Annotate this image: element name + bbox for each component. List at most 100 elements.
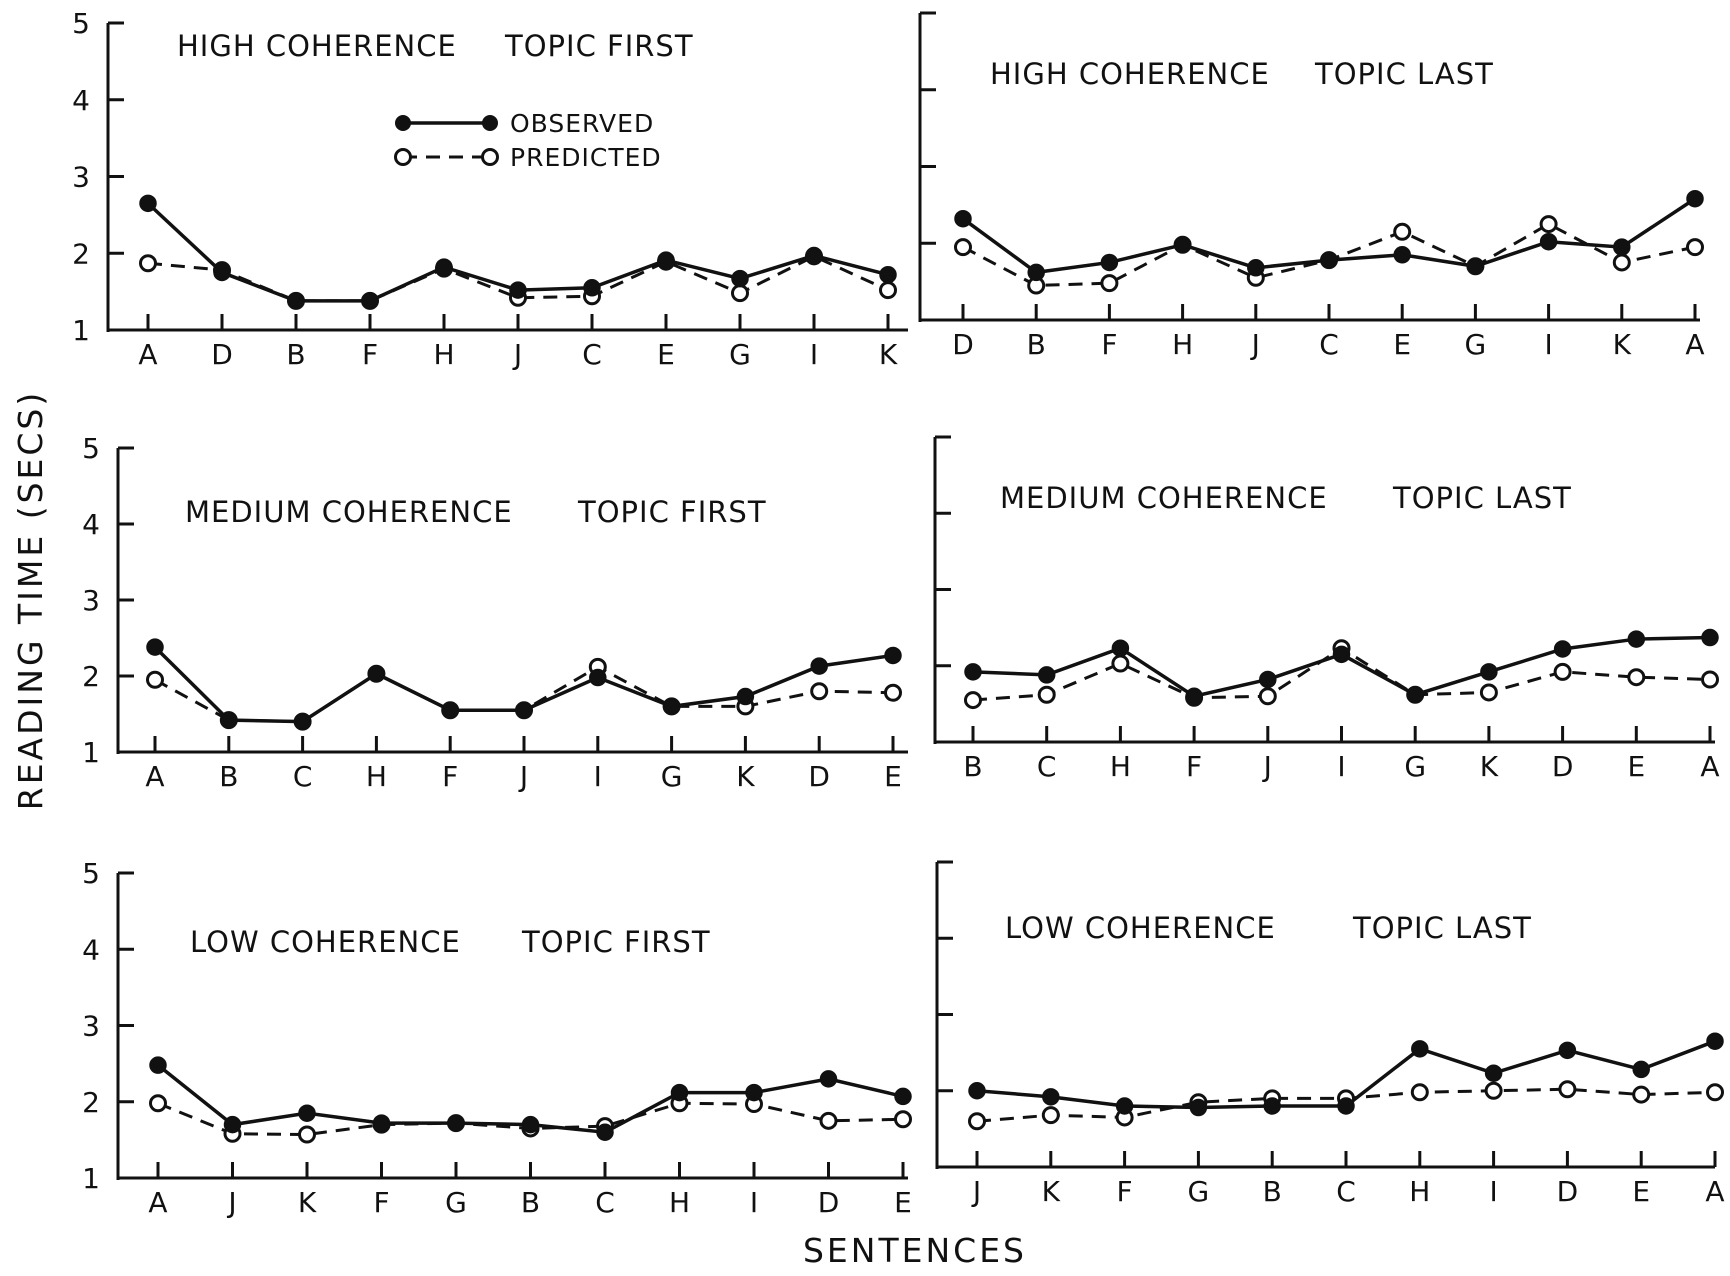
x-tick-label: B (219, 760, 238, 793)
observed-point (1173, 236, 1192, 254)
predicted-point (1701, 670, 1719, 689)
panel-title: TOPIC FIRST (521, 925, 711, 959)
x-tick-label: J (1250, 328, 1260, 361)
predicted-point (1632, 1085, 1651, 1104)
predicted-point (139, 254, 157, 273)
x-tick-label: G (445, 1186, 467, 1219)
observed-point (1558, 1041, 1577, 1060)
x-tick-label: H (433, 338, 454, 371)
observed-point (894, 1087, 912, 1106)
observed-point (1037, 666, 1056, 684)
predicted-point (1627, 668, 1646, 687)
predicted-point (1484, 1081, 1503, 1100)
observed-point (1613, 238, 1631, 256)
x-tick-label: F (373, 1186, 389, 1219)
x-tick-label: I (594, 760, 602, 793)
observed-point (745, 1083, 763, 1102)
predicted-point (146, 670, 164, 689)
predicted-point (964, 691, 982, 710)
x-tick-label: G (1188, 1175, 1210, 1208)
observed-point (372, 1114, 391, 1132)
predicted-point (731, 284, 749, 303)
x-tick-label: D (808, 760, 830, 793)
x-tick-label: K (879, 338, 898, 371)
observed-point (657, 251, 675, 269)
panel-title: TOPIC LAST (1314, 57, 1494, 91)
x-tick-label: E (1627, 750, 1645, 783)
x-tick-label: A (145, 760, 164, 793)
panel-1: 1 2 3 4 5 A D B F H J C E G I K HIGH COHERENCE TOPIC FIRS… (72, 7, 908, 371)
observed-point (1259, 670, 1277, 689)
legend-observed-marker (482, 115, 498, 131)
x-tick-label: F (1117, 1175, 1133, 1208)
x-tick-label: H (1172, 328, 1193, 361)
x-tick-label: C (595, 1186, 615, 1219)
predicted-point (819, 1111, 838, 1130)
x-tick-label: J (518, 760, 528, 793)
y-tick-label: 5 (82, 857, 100, 890)
observed-point (509, 281, 527, 299)
x-tick-label: F (442, 760, 458, 793)
x-tick-label: H (1409, 1175, 1430, 1208)
x-tick-label: J (512, 338, 522, 371)
observed-point (1189, 1098, 1208, 1117)
x-tick-label: B (521, 1186, 540, 1219)
x-tick-label: B (1263, 1175, 1282, 1208)
panel-title: TOPIC FIRST (577, 495, 767, 529)
x-tick-label: G (1404, 750, 1426, 783)
observed-point (1115, 1097, 1134, 1115)
predicted-point (884, 683, 902, 702)
observed-point (1027, 263, 1045, 282)
x-tick-label: E (894, 1186, 912, 1219)
x-tick-label: C (582, 338, 602, 371)
observed-point (1247, 259, 1265, 277)
observed-point (298, 1104, 316, 1122)
predicted-point (1410, 1083, 1429, 1102)
panel-title: HIGH COHERENCE (990, 57, 1270, 91)
observed-point (287, 292, 305, 310)
y-axis-title: READING TIME (SECS) (11, 390, 50, 810)
observed-point (670, 1083, 689, 1102)
observed-point (1484, 1064, 1503, 1082)
y-tick-label: 4 (82, 508, 100, 541)
observed-point (223, 1115, 242, 1134)
y-tick-label: 3 (82, 584, 100, 617)
observed-point (1627, 630, 1646, 648)
y-tick-label: 5 (82, 432, 100, 465)
predicted-point (1558, 1080, 1577, 1099)
observed-point (1393, 246, 1411, 264)
predicted-point (1393, 222, 1412, 241)
observed-point (435, 258, 453, 276)
panel-title: HIGH COHERENCE (177, 29, 457, 63)
x-tick-label: F (1186, 750, 1202, 783)
observed-point (736, 687, 755, 706)
x-tick-label: A (138, 338, 157, 371)
observed-point (879, 265, 897, 284)
predicted-point (879, 281, 897, 300)
legend-observed-label: OBSERVED (510, 109, 654, 138)
observed-point (1553, 640, 1572, 658)
panel-2: D B F H J C E G I K A HIGH COHERENCE TOPIC LAST (918, 11, 1705, 361)
y-tick-label: 2 (82, 1086, 100, 1119)
observed-point (1480, 663, 1498, 681)
x-tick-label: I (750, 1186, 758, 1219)
x-tick-label: A (1685, 328, 1704, 361)
panel-title: TOPIC LAST (1392, 481, 1572, 515)
observed-point (1701, 628, 1719, 647)
predicted-point (894, 1110, 912, 1129)
predicted-point (1041, 1106, 1060, 1125)
panel-title: TOPIC FIRST (504, 29, 694, 63)
observed-point (139, 194, 157, 213)
x-tick-label: K (736, 760, 755, 793)
legend-predicted-marker (481, 148, 499, 166)
legend-predicted-marker (394, 148, 412, 166)
observed-point (1332, 645, 1351, 664)
x-tick-label: D (818, 1186, 840, 1219)
x-tick-label: B (963, 750, 982, 783)
observed-point (521, 1115, 540, 1134)
observed-point (149, 1056, 167, 1074)
observed-point (1337, 1097, 1355, 1115)
observed-point (1100, 253, 1119, 272)
observed-point (819, 1070, 838, 1088)
observed-point (954, 209, 972, 228)
